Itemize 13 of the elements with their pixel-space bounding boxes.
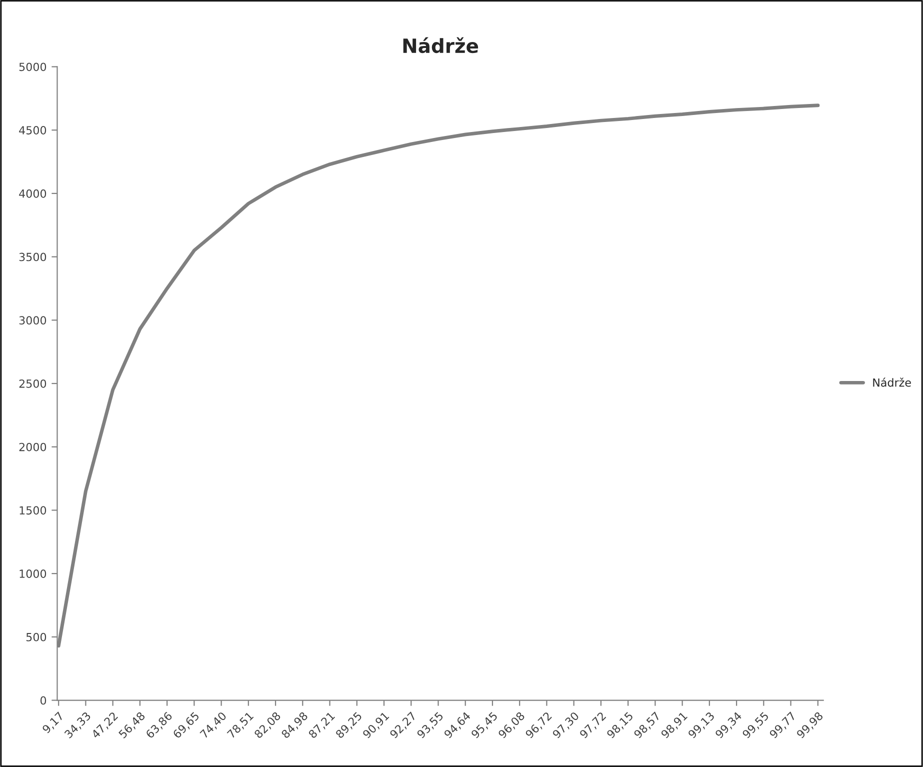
y-tick-label: 2000: [19, 442, 46, 452]
y-tick-label: 500: [26, 632, 46, 642]
y-tick-label: 1000: [20, 570, 46, 578]
y-tick-label: 5000: [19, 62, 46, 72]
chart-title: Nádrže: [403, 37, 478, 54]
y-tick-label: 4000: [19, 189, 46, 198]
y-tick-label: 3500: [19, 252, 46, 262]
legend-label: Nádrže: [873, 378, 911, 387]
y-tick-label: 2500: [19, 379, 46, 388]
y-tick-label: 1500: [20, 506, 46, 515]
y-tick-label: 0: [40, 696, 46, 705]
y-tick-label: 3000: [19, 316, 46, 325]
y-tick-label: 4500: [19, 126, 46, 134]
